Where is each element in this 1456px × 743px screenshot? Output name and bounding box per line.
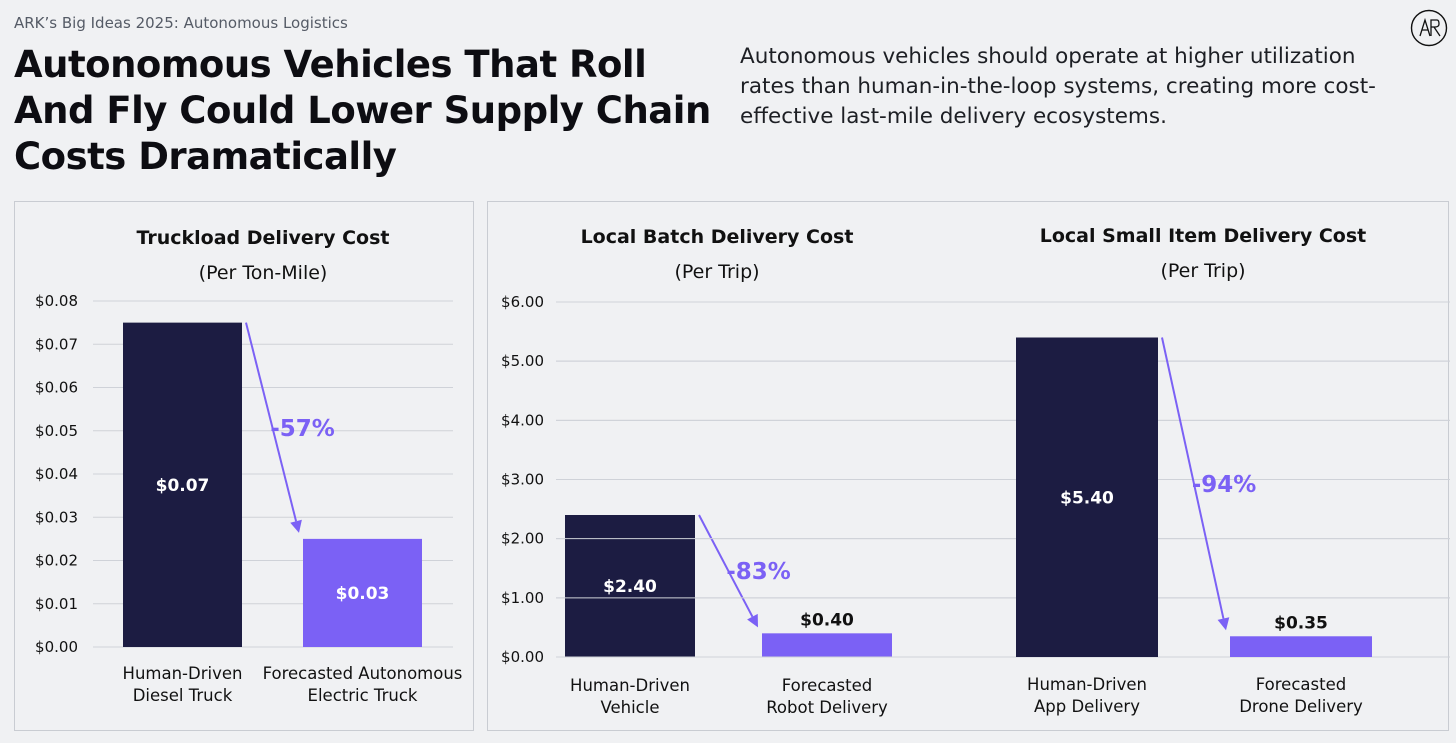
x-category-label: App Delivery [1034,697,1140,716]
y-tick-label: $0.02 [35,552,78,570]
change-arrow [698,514,754,618]
chart-subtitle: (Per Trip) [674,261,759,283]
y-tick-label: $0.06 [35,379,78,397]
x-category-label: Forecasted [782,676,872,695]
bar-value-label: $0.35 [1274,613,1328,633]
autonomous-bar [1230,636,1372,657]
percent-change-label: -57% [270,416,335,442]
chart-title: Local Batch Delivery Cost [581,226,854,248]
chart-title: Local Small Item Delivery Cost [1040,225,1366,247]
change-arrowhead [1217,617,1230,631]
truckload-delivery-cost-chart: Truckload Delivery Cost (Per Ton-Mile) $0.… [35,227,463,705]
change-arrow [245,322,298,522]
page-subtitle: Autonomous vehicles should operate at hi… [740,44,1376,129]
y-tick-label: $6.00 [501,293,544,311]
y-tick-label: $0.01 [35,595,78,613]
x-category-label: Human-Driven [1027,675,1147,694]
page-title: Autonomous Vehicles That Roll And Fly Co… [14,43,711,178]
x-category-label: Forecasted Autonomous [263,664,463,683]
chart-subtitle: (Per Ton-Mile) [199,262,328,284]
y-tick-label: $5.00 [501,352,544,370]
percent-change-label: -94% [1192,472,1257,498]
human-driven-bar [1016,337,1158,657]
y-tick-label: $0.03 [35,508,78,526]
bar-value-label: $0.07 [156,476,210,496]
y-tick-label: $4.00 [501,411,544,429]
percent-change-label: -83% [726,559,791,585]
change-arrow [1161,337,1225,619]
change-arrowhead [747,613,758,628]
y-tick-label: $3.00 [501,471,544,489]
x-category-label: Human-Driven [570,676,690,695]
x-category-label: Drone Delivery [1239,697,1363,716]
report-kicker: ARK’s Big Ideas 2025: Autonomous Logisti… [14,14,348,32]
human-driven-bar [123,322,242,647]
local-delivery-charts-panel: Local Batch Delivery Cost (Per Trip) $0.00… [487,201,1450,731]
chart-subtitle: (Per Trip) [1160,260,1245,282]
bar-value-label: $2.40 [603,577,657,597]
y-tick-label: $0.04 [35,465,78,483]
y-tick-label: $0.08 [35,292,78,310]
truckload-chart-panel: Truckload Delivery Cost (Per Ton-Mile) $0.… [14,201,474,731]
x-category-label: Vehicle [600,698,659,717]
local-delivery-cost-charts: Local Batch Delivery Cost (Per Trip) $0.00… [501,225,1450,717]
y-tick-label: $0.00 [35,638,78,656]
y-tick-label: $1.00 [501,589,544,607]
y-tick-label: $0.05 [35,422,78,440]
y-tick-label: $0.00 [501,648,544,666]
x-category-label: Electric Truck [308,686,418,705]
y-tick-label: $2.00 [501,530,544,548]
chart-title: Truckload Delivery Cost [137,227,390,249]
x-category-label: Human-Driven [123,664,243,683]
autonomous-bar [303,538,422,647]
autonomous-bar [762,633,892,657]
bar-value-label: $0.40 [800,610,854,630]
bar-value-label: $5.40 [1060,488,1114,508]
y-tick-label: $0.07 [35,335,78,353]
change-arrowhead [290,519,302,533]
x-category-label: Forecasted [1256,675,1346,694]
bar-value-label: $0.03 [336,584,390,604]
x-category-label: Diesel Truck [133,686,233,705]
ark-logo-icon [1410,9,1448,47]
x-category-label: Robot Delivery [766,698,888,717]
